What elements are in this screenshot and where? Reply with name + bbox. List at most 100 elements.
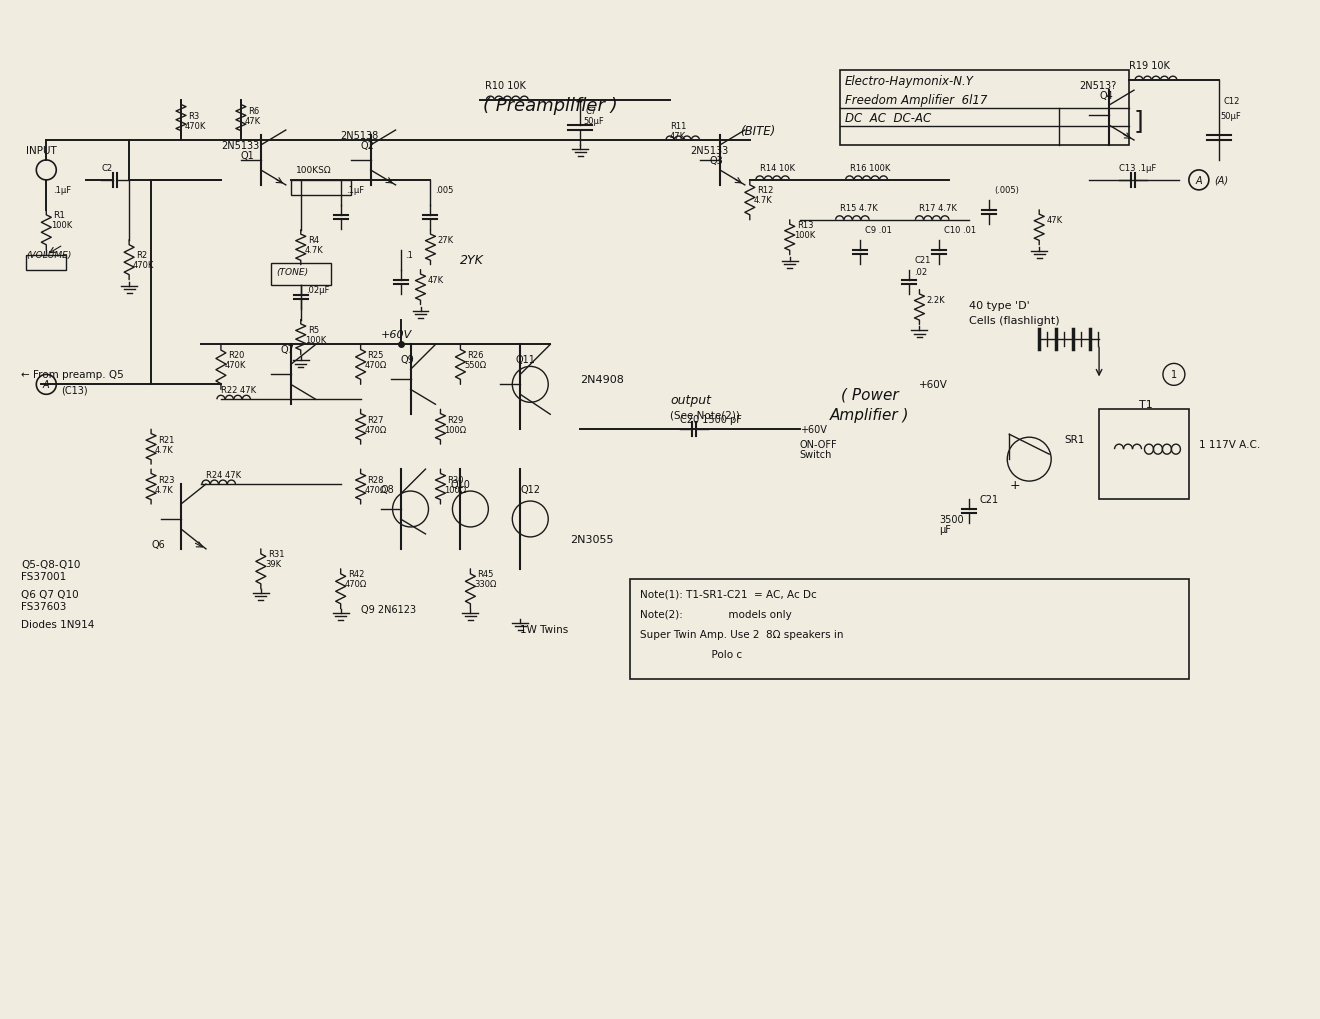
Text: (C13): (C13) bbox=[61, 385, 88, 395]
Text: .02: .02 bbox=[915, 268, 928, 277]
Text: .1µF: .1µF bbox=[346, 186, 364, 196]
Text: R14 10K: R14 10K bbox=[760, 164, 795, 173]
Text: +: + bbox=[1010, 478, 1020, 491]
Text: 470K: 470K bbox=[185, 121, 206, 130]
Text: Q1: Q1 bbox=[240, 151, 255, 161]
Text: Q6 Q7 Q10: Q6 Q7 Q10 bbox=[21, 589, 79, 599]
Text: T1: T1 bbox=[1139, 399, 1152, 410]
Text: Super Twin Amp. Use 2  8Ω speakers in: Super Twin Amp. Use 2 8Ω speakers in bbox=[640, 629, 843, 639]
Text: R26: R26 bbox=[467, 351, 484, 360]
Text: R13: R13 bbox=[797, 221, 813, 230]
Text: Q7: Q7 bbox=[281, 345, 294, 355]
Text: DC  AC  DC-AC: DC AC DC-AC bbox=[845, 111, 931, 124]
Text: +60V: +60V bbox=[920, 380, 948, 390]
Text: 100K: 100K bbox=[793, 231, 814, 240]
Text: 1: 1 bbox=[1171, 370, 1177, 380]
Text: R19 10K: R19 10K bbox=[1129, 61, 1170, 71]
Text: 100Ω: 100Ω bbox=[445, 425, 466, 434]
Text: R45: R45 bbox=[478, 570, 494, 579]
Text: (.005): (.005) bbox=[994, 186, 1019, 196]
Text: 47K: 47K bbox=[428, 276, 444, 285]
Text: Q10: Q10 bbox=[450, 480, 470, 489]
Text: (See Note(2)): (See Note(2)) bbox=[671, 410, 739, 420]
Text: A: A bbox=[1196, 175, 1203, 185]
Text: Q8: Q8 bbox=[380, 485, 395, 494]
Text: R21: R21 bbox=[158, 435, 174, 444]
Text: Q11: Q11 bbox=[515, 355, 535, 365]
Text: Q9: Q9 bbox=[400, 355, 414, 365]
Text: R2: R2 bbox=[136, 251, 148, 260]
Text: Freedom Amplifier  6l17: Freedom Amplifier 6l17 bbox=[845, 94, 987, 107]
Text: 39K: 39K bbox=[265, 559, 281, 569]
Text: R6: R6 bbox=[248, 106, 259, 115]
Text: R29: R29 bbox=[447, 416, 463, 424]
Text: C21: C21 bbox=[915, 256, 931, 265]
Text: µF: µF bbox=[940, 525, 952, 534]
Text: 27K: 27K bbox=[437, 236, 454, 245]
Text: 2N3055: 2N3055 bbox=[570, 534, 614, 544]
Text: +60V: +60V bbox=[380, 330, 412, 340]
Text: Q2: Q2 bbox=[360, 141, 375, 151]
Text: INPUT: INPUT bbox=[26, 146, 57, 156]
Text: R22 47K: R22 47K bbox=[220, 385, 256, 394]
Bar bbox=[630, 579, 1189, 679]
Text: C2: C2 bbox=[102, 164, 112, 173]
Text: R15 4.7K: R15 4.7K bbox=[840, 204, 878, 213]
Text: 2N5133: 2N5133 bbox=[220, 141, 259, 151]
Bar bbox=[840, 71, 1129, 146]
Text: 330Ω: 330Ω bbox=[474, 580, 496, 589]
Text: Q6: Q6 bbox=[150, 539, 165, 549]
Text: C12: C12 bbox=[1224, 97, 1241, 106]
Text: FS37603: FS37603 bbox=[21, 601, 67, 611]
Text: 2N4908: 2N4908 bbox=[581, 375, 624, 385]
Text: Note(2):              models only: Note(2): models only bbox=[640, 609, 792, 620]
Text: Cells (flashlight): Cells (flashlight) bbox=[969, 315, 1060, 325]
Text: 2YK: 2YK bbox=[461, 254, 484, 267]
Text: C13 .1µF: C13 .1µF bbox=[1119, 164, 1156, 173]
Text: 100Ω: 100Ω bbox=[445, 485, 466, 494]
Text: 2N5138: 2N5138 bbox=[341, 130, 379, 141]
Text: .005: .005 bbox=[436, 186, 454, 196]
Text: 3500: 3500 bbox=[940, 515, 964, 525]
Text: Amplifier ): Amplifier ) bbox=[830, 408, 909, 422]
Text: Diodes 1N914: Diodes 1N914 bbox=[21, 620, 95, 629]
Text: Q9 2N6123: Q9 2N6123 bbox=[360, 604, 416, 614]
Text: R16 100K: R16 100K bbox=[850, 164, 890, 173]
Text: R20: R20 bbox=[228, 351, 244, 360]
Text: 50µF: 50µF bbox=[1221, 111, 1242, 120]
Text: ← From preamp. Q5: ← From preamp. Q5 bbox=[21, 370, 124, 380]
Text: 47K: 47K bbox=[246, 116, 261, 125]
Text: Q5-Q8-Q10: Q5-Q8-Q10 bbox=[21, 559, 81, 570]
Text: C20 1500 pF: C20 1500 pF bbox=[680, 415, 742, 425]
Text: R25: R25 bbox=[367, 351, 384, 360]
Text: R5: R5 bbox=[308, 326, 319, 334]
Text: A: A bbox=[44, 380, 50, 390]
Text: R31: R31 bbox=[268, 550, 284, 558]
Text: output: output bbox=[671, 393, 711, 407]
Text: R12: R12 bbox=[756, 186, 774, 196]
Text: 4.7K: 4.7K bbox=[154, 445, 174, 454]
Text: FS37001: FS37001 bbox=[21, 572, 66, 581]
Text: 470Ω: 470Ω bbox=[364, 425, 387, 434]
Text: R4: R4 bbox=[308, 236, 319, 245]
Text: 470Ω: 470Ω bbox=[364, 485, 387, 494]
Text: (VOLUME): (VOLUME) bbox=[26, 251, 71, 260]
Text: 100K: 100K bbox=[51, 221, 73, 230]
Text: 550Ω: 550Ω bbox=[465, 361, 487, 370]
Text: R1: R1 bbox=[53, 211, 65, 220]
Text: SR1: SR1 bbox=[1064, 435, 1085, 444]
Text: 470K: 470K bbox=[224, 361, 247, 370]
Text: R42: R42 bbox=[347, 570, 364, 579]
Text: R28: R28 bbox=[367, 475, 384, 484]
Text: R10 10K: R10 10K bbox=[486, 82, 527, 91]
Text: R3: R3 bbox=[187, 111, 199, 120]
Text: ]: ] bbox=[1134, 109, 1143, 132]
Text: 47K: 47K bbox=[1047, 216, 1063, 225]
Bar bbox=[1100, 410, 1189, 499]
Text: +60V: +60V bbox=[800, 425, 826, 435]
Text: (A): (A) bbox=[1214, 175, 1228, 185]
Text: 2.2K: 2.2K bbox=[927, 296, 945, 305]
Text: Q12: Q12 bbox=[520, 485, 540, 494]
Text: C21: C21 bbox=[979, 494, 998, 504]
Text: R24 47K: R24 47K bbox=[206, 470, 242, 479]
